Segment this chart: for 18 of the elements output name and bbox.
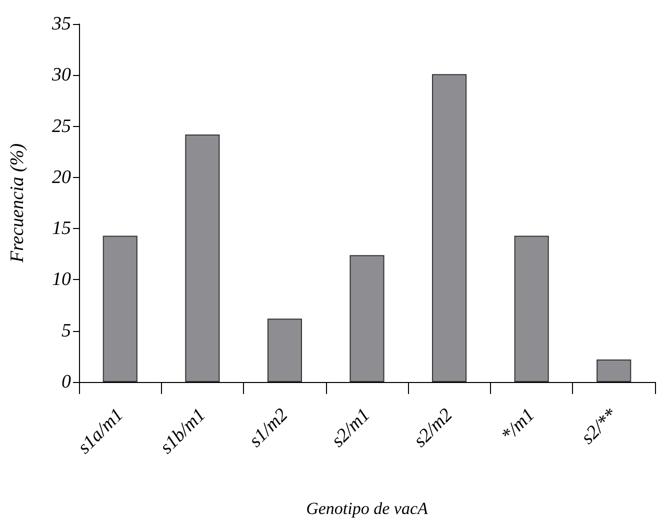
bar	[514, 236, 549, 382]
y-tick-label: 30	[51, 64, 72, 86]
bar	[267, 318, 302, 382]
y-tick-label: 10	[52, 269, 72, 290]
y-tick-label: 5	[62, 320, 71, 342]
y-tick-label: 25	[52, 116, 71, 137]
y-tick-label: 35	[51, 14, 71, 34]
y-tick-label: 20	[52, 166, 72, 188]
bar	[185, 134, 220, 382]
x-tick-label: */m1	[497, 404, 539, 446]
bar	[350, 255, 384, 382]
bar	[596, 359, 632, 382]
y-tick-label: 15	[52, 218, 71, 240]
bar	[102, 236, 138, 382]
x-axis-title: Genotipo de vacA	[306, 499, 429, 518]
bar	[432, 74, 467, 382]
y-tick-label: 0	[62, 372, 72, 392]
y-axis-title: Frecuencia (%)	[7, 143, 28, 264]
